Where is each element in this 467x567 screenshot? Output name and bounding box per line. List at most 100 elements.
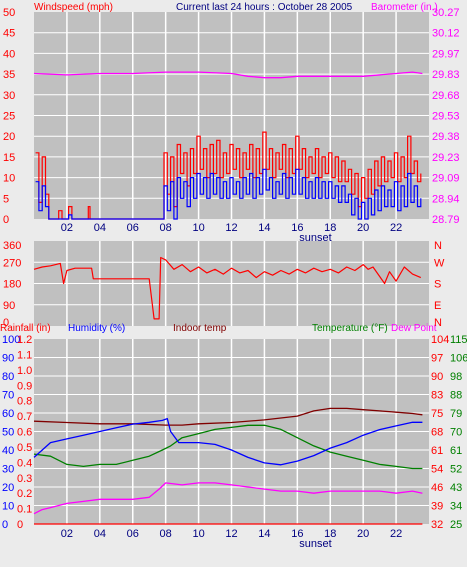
hour-tick-label: 08 xyxy=(160,222,172,234)
hour-tick-label: 16 xyxy=(291,222,303,234)
chart-title: Current last 24 hours : October 28 2005 xyxy=(176,2,353,13)
humidity-tick-label: 10 xyxy=(2,501,14,513)
rainfall-tick-label: 0.8 xyxy=(17,396,32,408)
indoor-temp-tick-label: 75 xyxy=(431,408,443,420)
temperature-tick-label: 43 xyxy=(450,482,462,494)
indoor-temp-axis-title: Indoor temp xyxy=(173,323,227,334)
barometer-axis-title: Barometer (in.) xyxy=(371,2,438,13)
hour-tick-label: 16 xyxy=(291,528,303,540)
indoor-temp-tick-label: 39 xyxy=(431,501,443,513)
temperature-tick-label: 25 xyxy=(450,519,462,531)
temperature-tick-label: 88 xyxy=(450,390,462,402)
hour-tick-label: 20 xyxy=(357,528,369,540)
rainfall-tick-label: 0.4 xyxy=(17,457,32,469)
rainfall-tick-label: 0.7 xyxy=(17,411,32,423)
humidity-tick-label: 0 xyxy=(2,519,8,531)
hour-tick-label: 04 xyxy=(94,528,106,540)
humidity-axis-title: Humidity (%) xyxy=(68,323,125,334)
windspeed-tick-label: 20 xyxy=(3,131,15,143)
wind-direction-line xyxy=(33,256,422,320)
wind-direction-tick-label: 90 xyxy=(3,300,15,312)
temperature-tick-label: 34 xyxy=(450,501,462,513)
dewpoint-axis-title: Dew Point xyxy=(391,323,437,334)
hour-tick-label: 14 xyxy=(258,528,270,540)
windspeed-tick-label: 5 xyxy=(3,193,9,205)
windspeed-tick-label: 25 xyxy=(3,111,15,123)
hour-tick-label: 14 xyxy=(258,222,270,234)
humidity-tick-label: 70 xyxy=(2,390,14,402)
barometer-tick-label: 30.12 xyxy=(432,28,460,40)
hour-tick-label: 22 xyxy=(390,222,402,234)
rainfall-tick-label: 0.5 xyxy=(17,442,32,454)
wind-direction-tick-label: 360 xyxy=(3,240,21,252)
indoor-temp-tick-label: 83 xyxy=(431,390,443,402)
hour-tick-label: 06 xyxy=(127,528,139,540)
barometer-tick-label: 29.53 xyxy=(432,111,460,123)
temperature-tick-label: 106 xyxy=(450,353,467,365)
hour-tick-label: 02 xyxy=(61,528,73,540)
barometer-tick-label: 29.97 xyxy=(432,48,460,60)
hour-tick-label: 08 xyxy=(160,528,172,540)
rainfall-tick-label: 1.2 xyxy=(17,334,32,346)
wind-direction-tick-label: 270 xyxy=(3,257,21,269)
temperature-tick-label: 61 xyxy=(450,445,462,457)
barometer-tick-label: 29.23 xyxy=(432,152,460,164)
indoor-temp-line xyxy=(33,407,423,426)
rainfall-tick-label: 1.1 xyxy=(17,349,32,361)
humidity-tick-label: 80 xyxy=(2,371,14,383)
windspeed-tick-label: 15 xyxy=(3,152,15,164)
hour-tick-label: 22 xyxy=(390,528,402,540)
indoor-temp-tick-label: 46 xyxy=(431,482,443,494)
windspeed-tick-label: 10 xyxy=(3,173,15,185)
hour-tick-label: 12 xyxy=(225,528,237,540)
hour-tick-label: 02 xyxy=(61,222,73,234)
windspeed-tick-label: 40 xyxy=(3,48,15,60)
compass-tick-label: N xyxy=(434,317,442,329)
indoor-temp-tick-label: 54 xyxy=(431,464,443,476)
rainfall-tick-label: 0.2 xyxy=(17,488,32,500)
barometer-tick-label: 29.83 xyxy=(432,69,460,81)
barometer-tick-label: 29.68 xyxy=(432,90,460,102)
compass-tick-label: S xyxy=(434,279,441,291)
rainfall-axis-title: Rainfall (in) xyxy=(0,323,51,334)
barometer-tick-label: 30.27 xyxy=(432,7,460,19)
indoor-temp-tick-label: 97 xyxy=(431,353,443,365)
humidity-tick-label: 20 xyxy=(2,482,14,494)
humidity-tick-label: 90 xyxy=(2,353,14,365)
temperature-line xyxy=(33,424,423,470)
hour-tick-label: 10 xyxy=(192,528,204,540)
indoor-temp-tick-label: 61 xyxy=(431,445,443,457)
temperature-tick-label: 115 xyxy=(450,334,467,346)
compass-tick-label: E xyxy=(434,300,441,312)
barometer-tick-label: 29.38 xyxy=(432,131,460,143)
compass-tick-label: N xyxy=(434,240,442,252)
barometer-tick-label: 29.09 xyxy=(432,173,460,185)
windspeed-axis-title: Windspeed (mph) xyxy=(34,2,113,13)
dewpoint-line xyxy=(33,482,423,515)
temperature-tick-label: 79 xyxy=(450,408,462,420)
rainfall-tick-label: 0.1 xyxy=(17,504,32,516)
sunset-label: sunset xyxy=(299,232,331,244)
rainfall-tick-label: 0.6 xyxy=(17,427,32,439)
compass-tick-label: W xyxy=(434,257,445,269)
indoor-temp-tick-label: 32 xyxy=(431,519,443,531)
windspeed-tick-label: 35 xyxy=(3,69,15,81)
wind-direction-tick-label: 180 xyxy=(3,279,21,291)
indoor-temp-tick-label: 104 xyxy=(431,334,449,346)
rainfall-tick-label: 1.0 xyxy=(17,365,32,377)
temperature-tick-label: 98 xyxy=(450,371,462,383)
barometer-line xyxy=(33,71,423,79)
rainfall-tick-label: 0.3 xyxy=(17,473,32,485)
windspeed-tick-label: 0 xyxy=(3,214,9,226)
temperature-axis-title: Temperature (°F) xyxy=(312,323,388,334)
temperature-tick-label: 52 xyxy=(450,464,462,476)
wind-average-line xyxy=(35,168,422,220)
rainfall-tick-label: 0 xyxy=(17,519,23,531)
humidity-tick-label: 30 xyxy=(2,464,14,476)
barometer-tick-label: 28.94 xyxy=(432,193,460,205)
windspeed-tick-label: 45 xyxy=(3,28,15,40)
hour-tick-label: 18 xyxy=(324,222,336,234)
humidity-tick-label: 40 xyxy=(2,445,14,457)
rainfall-tick-label: 0.9 xyxy=(17,380,32,392)
